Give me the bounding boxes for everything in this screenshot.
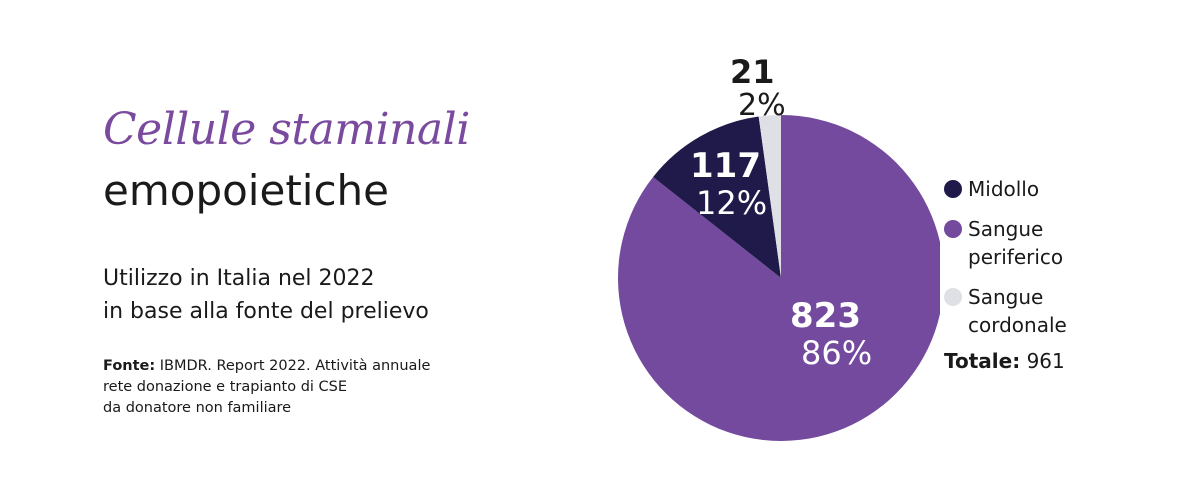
source-line-2: rete donazione e trapianto di CSE xyxy=(103,379,348,395)
subtitle: Utilizzo in Italia nel 2022 in base alla… xyxy=(103,262,429,328)
data-label-value-sangue-cordonale: 21 xyxy=(730,53,775,91)
title-main: emopoietiche xyxy=(103,166,390,215)
legend-label-sangue-periferico-1: Sangue xyxy=(968,217,1044,241)
legend-swatch-midollo xyxy=(944,180,962,198)
data-label-value-sangue-periferico: 823 xyxy=(790,296,861,336)
source-label: Fonte: xyxy=(103,358,156,374)
legend-swatch-sangue-periferico xyxy=(944,220,962,238)
total-value: 961 xyxy=(1026,349,1065,373)
subtitle-line-1: Utilizzo in Italia nel 2022 xyxy=(103,266,375,291)
legend-item-midollo: Midollo xyxy=(944,175,1067,203)
data-label-value-midollo: 117 xyxy=(690,146,761,186)
legend-item-sangue-periferico: Sangue periferico xyxy=(944,215,1067,271)
legend-label-midollo: Midollo xyxy=(968,177,1040,201)
legend-item-sangue-cordonale: Sangue cordonale xyxy=(944,283,1067,339)
source-line-1: IBMDR. Report 2022. Attività annuale xyxy=(159,358,431,374)
source-line-3: da donatore non familiare xyxy=(103,400,292,416)
source-note: Fonte: IBMDR. Report 2022. Attività annu… xyxy=(103,356,430,419)
legend: Midollo Sangue periferico Sangue cordona… xyxy=(944,175,1067,373)
total: Totale: 961 xyxy=(944,349,1067,373)
data-label-percent-sangue-cordonale: 2% xyxy=(738,88,786,123)
total-label: Totale: xyxy=(944,349,1021,373)
legend-label-sangue-periferico-2: periferico xyxy=(968,245,1064,269)
legend-swatch-sangue-cordonale xyxy=(944,288,962,306)
data-label-percent-sangue-periferico: 86% xyxy=(801,334,872,372)
slice-sangue-periferico xyxy=(618,115,940,441)
title-italic: Cellule staminali xyxy=(103,104,470,155)
subtitle-line-2: in base alla fonte del prelievo xyxy=(103,299,429,324)
data-label-percent-midollo: 12% xyxy=(696,184,767,222)
legend-label-sangue-cordonale-1: Sangue xyxy=(968,285,1044,309)
legend-label-sangue-cordonale-2: cordonale xyxy=(968,313,1067,337)
slice-midollo xyxy=(653,116,781,279)
slice-sangue-cordonale xyxy=(758,115,781,278)
